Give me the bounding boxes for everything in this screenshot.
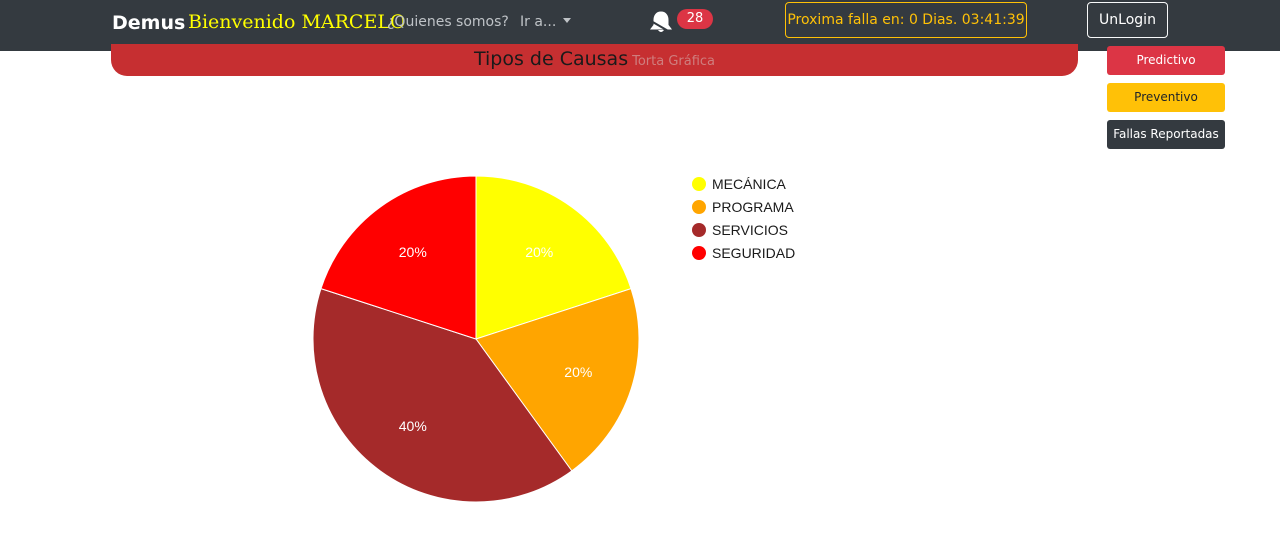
legend-swatch-0[interactable] [692, 177, 706, 191]
nav-goto-label: Ir a... [520, 14, 557, 30]
nav-about-link[interactable]: ¿Quienes somos? [387, 14, 509, 30]
chart-title: Tipos de Causas [473, 48, 629, 70]
navbar: Demus Bienvenido MARCELO ¿Quienes somos?… [0, 0, 1280, 51]
welcome-text: Bienvenido MARCELO [188, 11, 406, 33]
preventive-button[interactable]: Preventivo [1107, 83, 1225, 112]
logout-button[interactable]: UnLogin [1087, 2, 1168, 38]
pie-slice-label-2: 40% [399, 418, 427, 434]
reported-failures-button[interactable]: Fallas Reportadas [1107, 120, 1225, 149]
pie-slice-label-1: 20% [564, 364, 592, 380]
pie-slice-2[interactable] [312, 287, 573, 503]
nav-goto-dropdown[interactable]: Ir a... [520, 14, 572, 30]
bell-icon[interactable] [648, 9, 674, 35]
legend-swatch-3[interactable] [692, 246, 706, 260]
pie-slice-1[interactable] [475, 287, 640, 472]
legend-swatch-2[interactable] [692, 223, 706, 237]
caret-down-icon [563, 18, 572, 23]
chart-subtitle: Torta Gráfica [632, 54, 716, 69]
legend-swatch-1[interactable] [692, 200, 706, 214]
pie-slice-3[interactable] [320, 175, 477, 340]
pie-slice-label-0: 20% [525, 244, 553, 260]
predictive-button[interactable]: Predictivo [1107, 46, 1225, 75]
legend-label-1[interactable]: PROGRAMA [712, 199, 794, 215]
pie-slice-label-3: 20% [399, 244, 427, 260]
legend-label-2[interactable]: SERVICIOS [712, 222, 788, 238]
brand-link[interactable]: Demus [112, 12, 186, 34]
chart-header-bar: Tipos de Causas Torta Gráfica [111, 44, 1078, 76]
next-failure-countdown: Proxima falla en: 0 Dias. 03:41:39 [785, 2, 1027, 38]
pie-slice-0[interactable] [475, 175, 632, 340]
notification-badge: 28 [677, 9, 713, 29]
legend-label-0[interactable]: MECÁNICA [712, 176, 787, 192]
legend-label-3[interactable]: SEGURIDAD [712, 245, 795, 261]
